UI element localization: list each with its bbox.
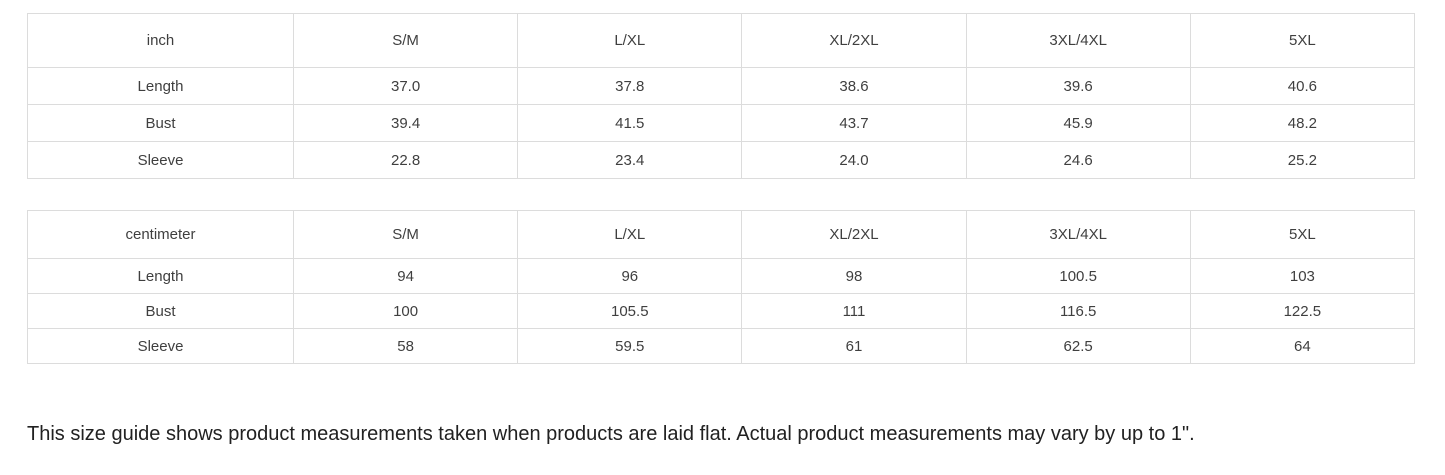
- measurement-cell: 23.4: [517, 141, 743, 179]
- measurement-cell: 94: [292, 258, 519, 294]
- size-column-header: 5XL: [1189, 210, 1416, 259]
- size-column-header: 3XL/4XL: [965, 210, 1191, 259]
- measurement-cell: 100: [292, 293, 519, 329]
- unit-header-centimeter: centimeter: [27, 210, 294, 259]
- size-column-header: S/M: [292, 13, 519, 68]
- measurement-cell: 100.5: [965, 258, 1191, 294]
- measurement-cell: 37.0: [292, 67, 519, 105]
- size-column-header: L/XL: [517, 13, 743, 68]
- measurement-cell: 111: [741, 293, 967, 329]
- table-header-row: inch S/M L/XL XL/2XL 3XL/4XL 5XL: [27, 13, 1416, 68]
- size-column-header: XL/2XL: [741, 13, 967, 68]
- measurement-cell: 38.6: [741, 67, 967, 105]
- size-column-header: 3XL/4XL: [965, 13, 1191, 68]
- measurement-cell: 40.6: [1189, 67, 1416, 105]
- row-label: Bust: [27, 293, 294, 329]
- row-label: Sleeve: [27, 328, 294, 364]
- measurement-cell: 116.5: [965, 293, 1191, 329]
- measurement-cell: 103: [1189, 258, 1416, 294]
- size-guide-panel: inch S/M L/XL XL/2XL 3XL/4XL 5XL Length …: [27, 13, 1416, 445]
- row-label: Sleeve: [27, 141, 294, 179]
- size-column-header: L/XL: [517, 210, 743, 259]
- table-row-sleeve: Sleeve 58 59.5 61 62.5 64: [27, 328, 1416, 364]
- measurement-cell: 39.4: [292, 104, 519, 142]
- row-label: Bust: [27, 104, 294, 142]
- measurement-cell: 122.5: [1189, 293, 1416, 329]
- size-guide-note: This size guide shows product measuremen…: [27, 423, 1195, 445]
- measurement-cell: 58: [292, 328, 519, 364]
- table-row-bust: Bust 100 105.5 111 116.5 122.5: [27, 293, 1416, 329]
- table-header-row: centimeter S/M L/XL XL/2XL 3XL/4XL 5XL: [27, 210, 1416, 259]
- size-column-header: 5XL: [1189, 13, 1416, 68]
- size-table-inch: inch S/M L/XL XL/2XL 3XL/4XL 5XL Length …: [27, 13, 1416, 179]
- row-label: Length: [27, 67, 294, 105]
- unit-header-inch: inch: [27, 13, 294, 68]
- measurement-cell: 96: [517, 258, 743, 294]
- measurement-cell: 61: [741, 328, 967, 364]
- measurement-cell: 24.6: [965, 141, 1191, 179]
- table-row-bust: Bust 39.4 41.5 43.7 45.9 48.2: [27, 104, 1416, 142]
- measurement-cell: 22.8: [292, 141, 519, 179]
- measurement-cell: 39.6: [965, 67, 1191, 105]
- measurement-cell: 64: [1189, 328, 1416, 364]
- measurement-cell: 98: [741, 258, 967, 294]
- row-label: Length: [27, 258, 294, 294]
- measurement-cell: 41.5: [517, 104, 743, 142]
- measurement-cell: 25.2: [1189, 141, 1416, 179]
- size-table-centimeter: centimeter S/M L/XL XL/2XL 3XL/4XL 5XL L…: [27, 210, 1416, 364]
- measurement-cell: 37.8: [517, 67, 743, 105]
- measurement-cell: 59.5: [517, 328, 743, 364]
- measurement-cell: 48.2: [1189, 104, 1416, 142]
- size-column-header: S/M: [292, 210, 519, 259]
- size-column-header: XL/2XL: [741, 210, 967, 259]
- table-row-length: Length 94 96 98 100.5 103: [27, 258, 1416, 294]
- table-row-length: Length 37.0 37.8 38.6 39.6 40.6: [27, 67, 1416, 105]
- table-row-sleeve: Sleeve 22.8 23.4 24.0 24.6 25.2: [27, 141, 1416, 179]
- measurement-cell: 105.5: [517, 293, 743, 329]
- measurement-cell: 43.7: [741, 104, 967, 142]
- measurement-cell: 24.0: [741, 141, 967, 179]
- measurement-cell: 62.5: [965, 328, 1191, 364]
- measurement-cell: 45.9: [965, 104, 1191, 142]
